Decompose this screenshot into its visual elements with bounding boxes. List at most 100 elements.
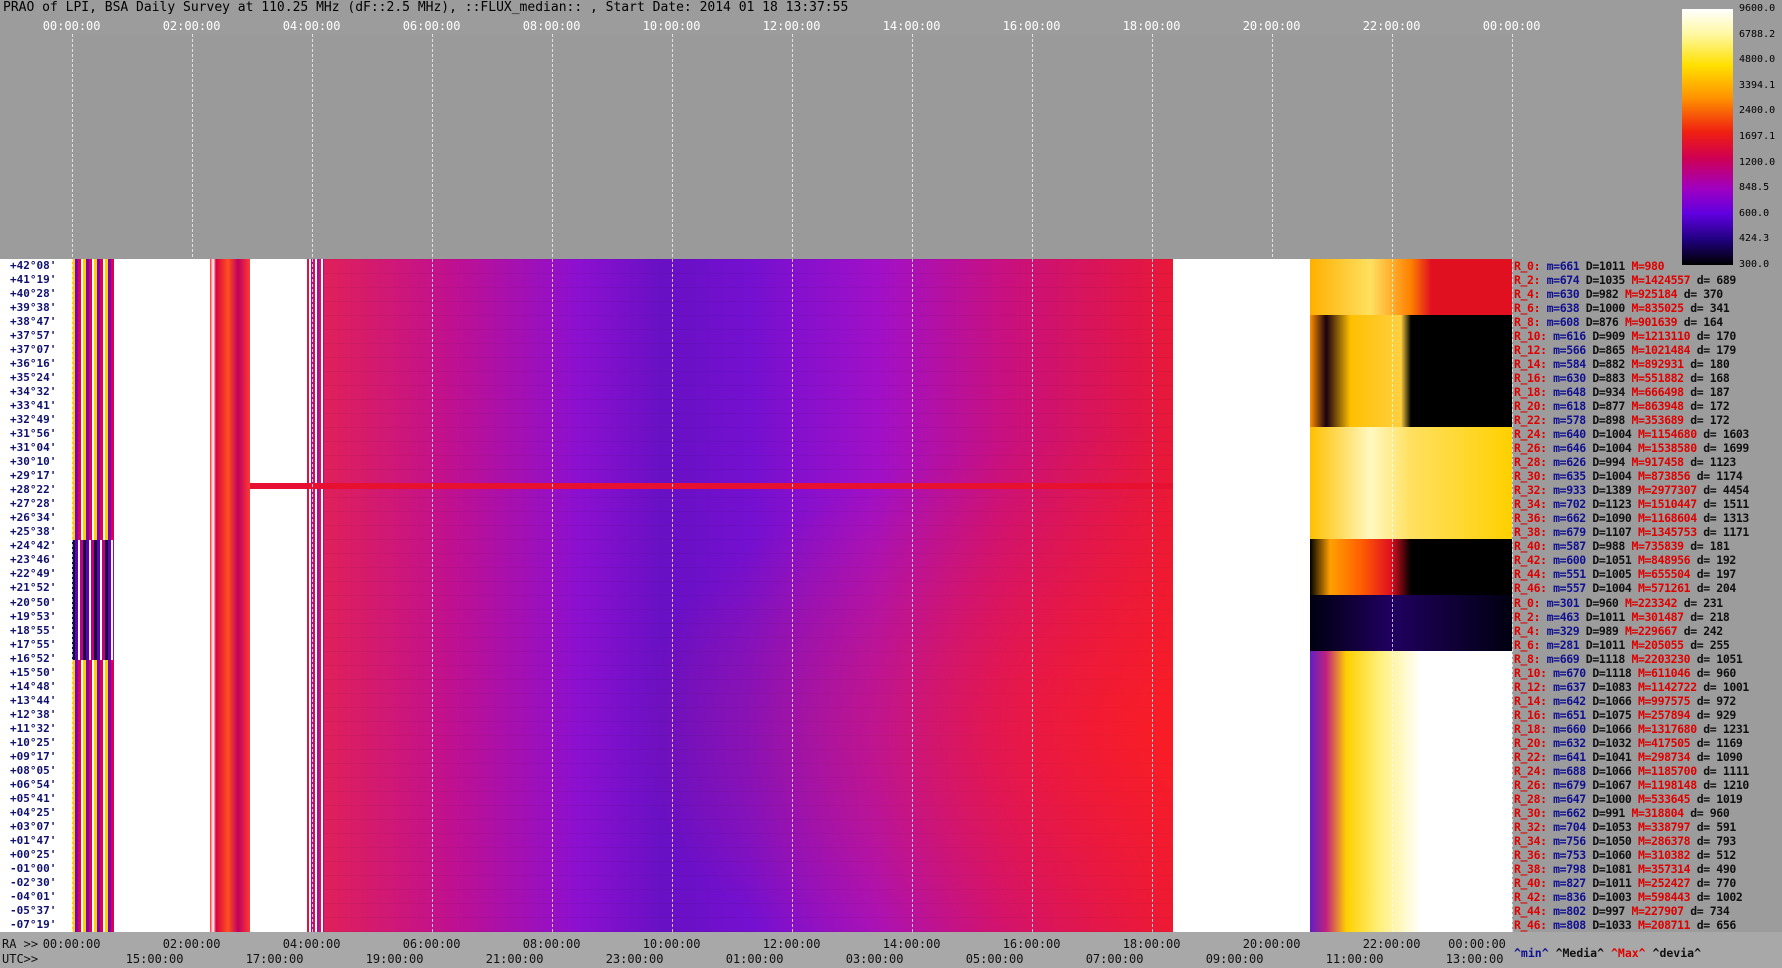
colorbar-label: 9600.0 [1739,3,1776,14]
stats-field: D=1041 [1592,749,1632,764]
stats-field: M=571261 [1638,581,1691,596]
stats-row: R_12: m=566 D=865 M=1021484 d= 179 [1514,343,1736,357]
declination-label: +37°07' [10,343,57,357]
stats-row: R_0: m=661 D=1011 M=980 [1514,259,1665,273]
stats-field: m=616 [1553,329,1586,344]
stats-field: d= 1019 [1696,791,1743,806]
stats-field: M=997575 [1638,693,1691,708]
grid-line [431,34,433,932]
stats-field: R_16: [1514,707,1547,722]
declination-label: +21°52' [10,581,57,595]
stats-field: d= 187 [1690,385,1730,400]
stats-row: R_8: m=608 D=876 M=901639 d= 164 [1514,315,1723,329]
stats-field: D=1060 [1592,847,1632,862]
stats-field: R_34: [1514,497,1547,512]
declination-label: -01°00' [10,861,57,875]
stats-row: R_6: m=281 D=1011 M=205055 d= 255 [1514,637,1730,652]
stats-row: R_42: m=836 D=1003 M=598443 d= 1002 [1514,889,1743,904]
declination-label: +39°38' [10,301,57,315]
stats-field: d= 170 [1696,329,1737,344]
declination-label: +35°24' [10,371,57,385]
stats-field: d= 1051 [1696,651,1743,666]
stats-row: R_42: m=600 D=1051 M=848956 d= 192 [1514,553,1736,567]
stats-row: R_4: m=630 D=982 M=925184 d= 370 [1514,287,1723,301]
stats-row: R_36: m=753 D=1060 M=310382 d= 512 [1514,848,1736,862]
stats-row: R_10: m=616 D=909 M=1213110 d= 170 [1514,329,1736,343]
stats-footer: ^min^ ^Media^ ^Max^ ^devia^ [1514,932,1701,960]
stats-field: M=338797 [1638,819,1691,834]
stats-field: m=551 [1553,567,1586,582]
stats-field: D=1075 [1592,707,1632,722]
grid-line [311,34,313,932]
stats-row: R_46: m=557 D=1004 M=571261 d= 204 [1514,581,1736,595]
declination-label: +14°48' [10,679,57,693]
stats-field: M=1538580 [1638,441,1697,456]
stats-field: d= 370 [1683,287,1724,302]
declination-label: +06°54' [10,777,57,791]
heatmap-blank [114,259,210,932]
stats-field: m=933 [1553,483,1586,498]
top-tick-label: 06:00:00 [402,19,461,33]
stats-row: R_0: m=301 D=960 M=223342 d= 231 [1514,596,1723,610]
stats-field: m=679 [1553,777,1586,792]
stats-field: R_30: [1514,469,1547,484]
stats-field: D=1003 [1592,889,1632,904]
stats-row: R_34: m=756 D=1050 M=286378 d= 793 [1514,834,1736,848]
declination-label: +03°07' [10,819,57,833]
stats-field: D=1050 [1592,833,1632,848]
ra-tick-label: 00:00:00 [1448,937,1506,951]
stats-field: d= 929 [1696,707,1737,722]
stats-field: D=883 [1592,371,1625,386]
stats-field: D=876 [1585,315,1619,330]
stats-field: R_12: [1514,343,1547,358]
colorbar [1682,9,1733,265]
stats-field: d= 1169 [1696,735,1743,750]
stats-field: d= 1313 [1703,511,1749,526]
ra-tick-label: 08:00:00 [522,937,581,951]
utc-tick-label: 23:00:00 [605,952,664,966]
grid-line [71,34,73,932]
declination-label: +00°25' [10,847,57,861]
stats-row: R_18: m=648 D=934 M=666498 d= 187 [1514,385,1730,400]
stats-field: m=587 [1553,539,1586,554]
stats-field: d= 689 [1696,273,1737,288]
stats-field: d= 172 [1690,399,1730,414]
stats-field: D=1011 [1585,259,1626,273]
utc-prefix: UTC>> [2,952,39,966]
stats-field: M=1317680 [1638,721,1697,736]
stats-field: d= 1002 [1696,889,1743,904]
declination-label: -04°01' [10,889,57,903]
stats-field: R_42: [1514,553,1547,568]
stats-field: D=1066 [1592,693,1632,708]
utc-tick-label: 15:00:00 [125,952,184,966]
declination-label: +34°32' [10,385,57,399]
colorbar-label: 2400.0 [1739,105,1776,117]
declination-label: +16°52' [10,651,57,665]
ra-tick-label: 20:00:00 [1242,937,1301,951]
grid-line [671,34,673,932]
stats-field: M=1510447 [1638,497,1697,512]
heatmap-block [1310,427,1512,539]
stats-field: m=836 [1553,889,1586,904]
stats-field: m=688 [1553,763,1586,778]
grid-line [1511,34,1513,932]
stats-field: m=661 [1546,259,1580,273]
stats-field: R_10: [1514,665,1547,680]
stats-field: D=988 [1592,539,1625,554]
declination-label: -02°30' [10,875,57,889]
top-tick-label: 04:00:00 [282,19,341,33]
stats-field: d= 1171 [1703,525,1749,540]
stats-field: R_6: [1514,637,1541,652]
stats-field: m=618 [1553,399,1586,414]
stats-field: d= 181 [1690,539,1730,554]
declination-label: +32°49' [10,413,57,427]
stats-field: M=1198148 [1638,777,1697,792]
stats-field: M=252427 [1638,875,1691,890]
stats-field: M=1185700 [1638,763,1697,778]
declination-label: +10°25' [10,735,57,749]
declination-label: -07°19' [10,917,57,931]
colorbar-label: 848.5 [1739,182,1770,194]
declination-label: +38°47' [10,315,57,329]
stats-field: R_26: [1514,777,1547,792]
stats-field: D=1000 [1585,301,1626,316]
